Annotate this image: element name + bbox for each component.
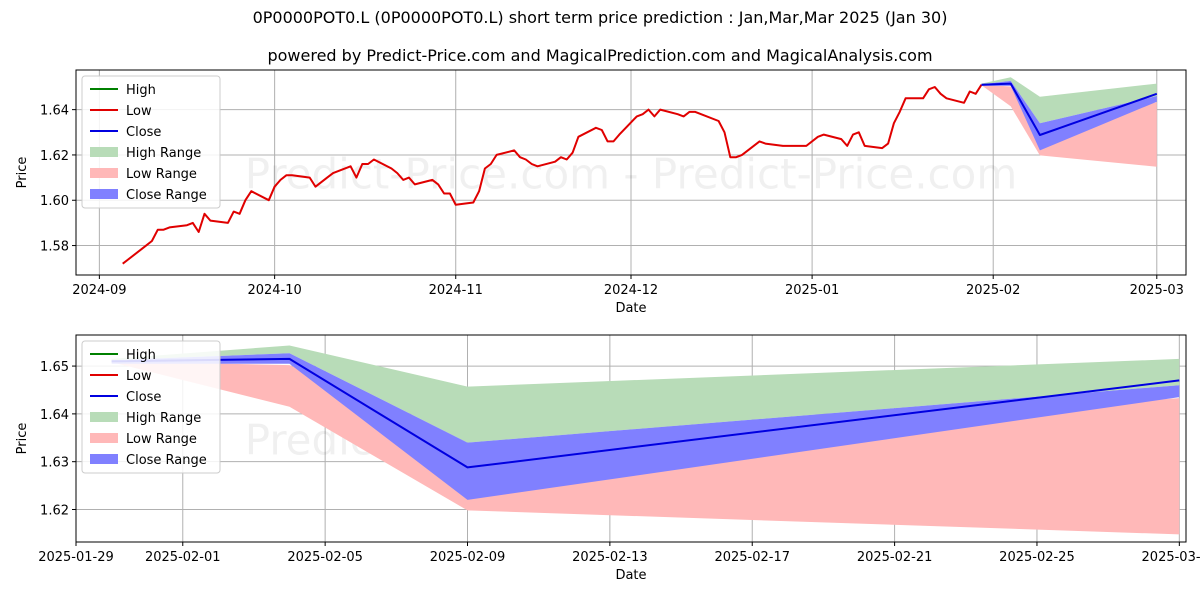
top-legend-swatch bbox=[90, 147, 118, 157]
top-x-tick-label: 2024-12 bbox=[604, 283, 658, 298]
top-y-tick-label: 1.58 bbox=[40, 240, 69, 255]
bottom-legend-label: High bbox=[126, 348, 156, 363]
chart-title: 0P0000POT0.L (0P0000POT0.L) short term p… bbox=[252, 8, 948, 27]
bottom-legend-swatch bbox=[90, 433, 118, 443]
bottom-legend-label: Low Range bbox=[126, 432, 197, 447]
top-legend-swatch bbox=[90, 168, 118, 178]
bottom-x-tick-label: 2025-02-17 bbox=[714, 550, 790, 565]
top-legend-label: Low Range bbox=[126, 167, 197, 182]
top-history-close-line bbox=[122, 84, 983, 265]
top-legend-label: High Range bbox=[126, 146, 201, 161]
top-x-tick-label: 2024-09 bbox=[72, 283, 126, 298]
bottom-legend-swatch bbox=[90, 412, 118, 422]
bottom-high-range-band bbox=[111, 345, 1180, 443]
bottom-x-tick-label: 2025-02-21 bbox=[857, 550, 933, 565]
bottom-legend-label: Close Range bbox=[126, 453, 207, 468]
bottom-plot-frame bbox=[75, 334, 1187, 543]
bottom-y-tick-label: 1.62 bbox=[40, 503, 69, 518]
bottom-x-tick-label: 2025-02-05 bbox=[287, 550, 363, 565]
bottom-legend-label: Low bbox=[126, 369, 152, 384]
bottom-x-tick-label: 2025-02-13 bbox=[572, 550, 648, 565]
top-legend-label: Close Range bbox=[126, 188, 207, 203]
top-legend-label: Close bbox=[126, 125, 161, 140]
top-x-axis-label: Date bbox=[615, 301, 646, 316]
bottom-x-tick-label: 2025-03-01 bbox=[1142, 550, 1200, 565]
bottom-legend-label: Close bbox=[126, 390, 161, 405]
top-legend-swatch bbox=[90, 189, 118, 199]
top-y-tick-label: 1.64 bbox=[40, 104, 69, 119]
bottom-x-tick-label: 2025-01-29 bbox=[38, 550, 114, 565]
bottom-y-axis-label: Price bbox=[15, 423, 30, 455]
top-legend-label: High bbox=[126, 83, 156, 98]
bottom-x-tick-label: 2025-02-09 bbox=[430, 550, 506, 565]
top-x-tick-label: 2024-11 bbox=[429, 283, 483, 298]
top-x-tick-label: 2024-10 bbox=[247, 283, 301, 298]
top-watermark: Predict-Price.com - Predict-Price.com bbox=[245, 150, 1018, 199]
top-high-range-band bbox=[981, 77, 1157, 124]
top-y-axis-label: Price bbox=[15, 157, 30, 189]
bottom-close-range-band bbox=[111, 353, 1180, 500]
bottom-x-tick-label: 2025-02-25 bbox=[999, 550, 1075, 565]
top-x-tick-label: 2025-01 bbox=[785, 283, 839, 298]
top-y-tick-label: 1.60 bbox=[40, 194, 69, 209]
top-x-tick-label: 2025-02 bbox=[966, 283, 1020, 298]
bottom-legend-label: High Range bbox=[126, 411, 201, 426]
top-x-tick-label: 2025-03 bbox=[1130, 283, 1184, 298]
bottom-legend-swatch bbox=[90, 454, 118, 464]
bottom-y-tick-label: 1.64 bbox=[40, 408, 69, 423]
bottom-x-tick-label: 2025-02-01 bbox=[145, 550, 221, 565]
top-y-tick-label: 1.62 bbox=[40, 149, 69, 164]
bottom-x-axis-label: Date bbox=[615, 568, 646, 583]
bottom-y-tick-label: 1.63 bbox=[40, 456, 69, 471]
top-forecast-close-line bbox=[981, 82, 1158, 136]
top-plot-frame bbox=[75, 69, 1187, 276]
bottom-y-tick-label: 1.65 bbox=[40, 360, 69, 375]
chart-subtitle: powered by Predict-Price.com and Magical… bbox=[267, 46, 933, 65]
top-legend-label: Low bbox=[126, 104, 152, 119]
top-close-range-band bbox=[981, 80, 1157, 151]
